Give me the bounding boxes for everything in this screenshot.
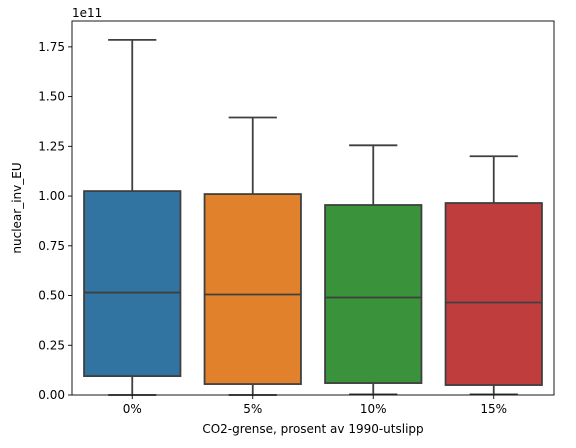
box-group-2 (324, 144, 423, 396)
x-axis-label: CO2-grense, prosent av 1990-utslipp (202, 422, 423, 436)
y-tick-label: 0.25 (38, 338, 65, 352)
x-tick-label: 10% (360, 402, 387, 416)
y-tick-label: 1.50 (38, 90, 65, 104)
box-group-3 (444, 155, 543, 396)
box-15% (444, 202, 543, 386)
x-tick-label: 15% (480, 402, 507, 416)
axes-frame (71, 20, 555, 396)
box-0% (83, 190, 182, 378)
x-tick-label: 0% (123, 402, 142, 416)
boxes-layer (83, 38, 543, 396)
y-axis-label: nuclear_inv_EU (10, 162, 24, 253)
box-10% (324, 204, 423, 384)
y-tick-label: 1.25 (38, 139, 65, 153)
y-axis-ticks: 0.00 0.25 0.50 0.75 1.00 1.25 1.50 1.75 (38, 40, 72, 402)
y-offset-label: 1e11 (72, 6, 102, 20)
y-tick-label: 1.75 (38, 40, 65, 54)
axes-spines (71, 20, 555, 396)
y-tick-label: 1.00 (38, 189, 65, 203)
y-tick-label: 0.50 (38, 289, 65, 303)
y-tick-label: 0.00 (38, 388, 65, 402)
y-tick-label: 0.75 (38, 239, 65, 253)
x-tick-label: 5% (243, 402, 262, 416)
x-axis-ticks: 0% 5% 10% 15% (123, 395, 507, 416)
box-group-0 (83, 38, 182, 396)
box-5% (203, 193, 302, 385)
